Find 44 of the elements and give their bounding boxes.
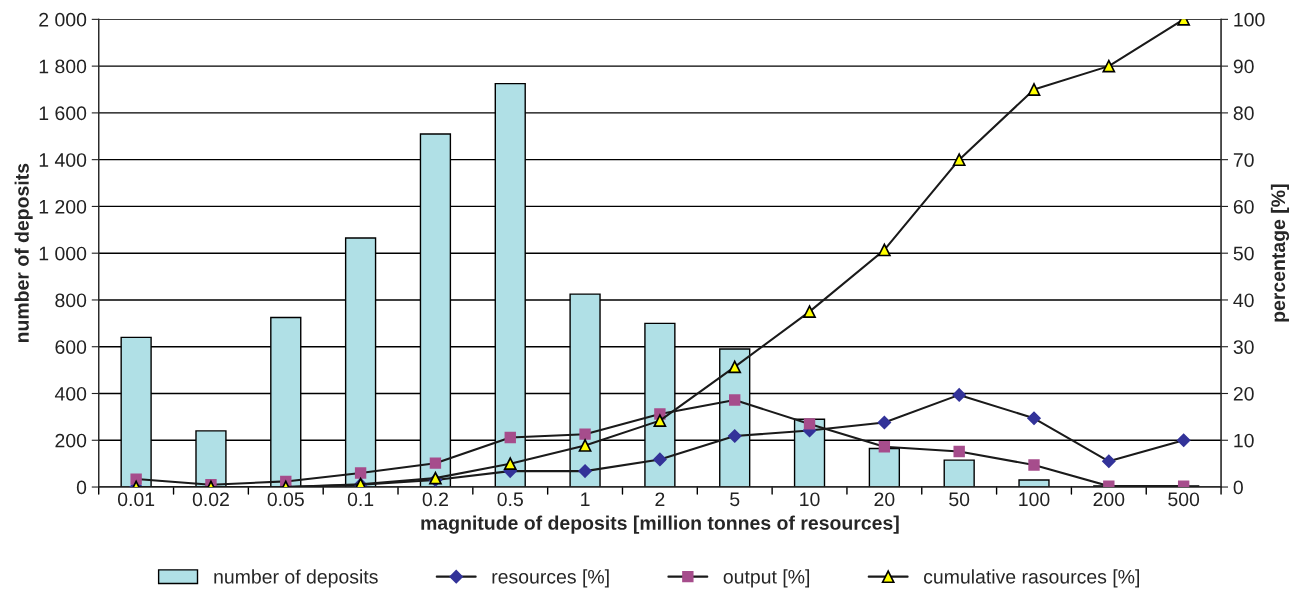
x-tick-label: 200 xyxy=(1093,492,1125,507)
y-tick-label: 200 xyxy=(55,433,87,448)
x-tick-label: 50 xyxy=(949,492,970,507)
y-tick-label: 1 200 xyxy=(39,199,87,214)
y2-tick-label: 20 xyxy=(1233,386,1254,401)
x-tick-label: 0.5 xyxy=(497,492,523,507)
y-tick-label: 0 xyxy=(76,480,87,495)
y2-axis-title: percentage [%] xyxy=(1270,184,1290,322)
x-tick-label: 0.1 xyxy=(347,492,374,507)
legend-label: number of deposits xyxy=(214,569,378,588)
x-tick-label: 20 xyxy=(874,492,895,507)
y2-tick-label: 90 xyxy=(1233,59,1254,74)
x-tick-label: 0.2 xyxy=(422,492,448,507)
y2-tick-label: 10 xyxy=(1234,433,1254,448)
y2-tick-label: 50 xyxy=(1233,246,1254,261)
x-tick-label: 0.02 xyxy=(192,492,229,507)
x-tick-label: 0.01 xyxy=(117,492,155,507)
x-tick-label: 10 xyxy=(800,492,820,507)
y2-tick-label: 0 xyxy=(1233,480,1243,495)
x-tick-label: 0.05 xyxy=(267,492,304,507)
x-tick-label: 1 xyxy=(581,492,590,506)
y-tick-label: 400 xyxy=(54,386,87,401)
y-tick-label: 2 000 xyxy=(39,12,87,27)
x-axis-title: magnitude of deposits [million tonnes of resources] xyxy=(421,515,899,534)
y2-tick-label: 100 xyxy=(1234,12,1265,27)
legend-label: output [%] xyxy=(723,569,810,588)
y2-tick-label: 80 xyxy=(1233,106,1254,121)
x-tick-label: 2 xyxy=(655,492,665,506)
y-axis-title: number of deposits xyxy=(14,163,33,343)
y-tick-label: 1 600 xyxy=(39,106,87,121)
y-tick-label: 1 000 xyxy=(39,246,87,261)
y-tick-label: 1 800 xyxy=(39,59,87,74)
y2-tick-label: 30 xyxy=(1233,340,1254,354)
legend-label: cumulative rasources [%] xyxy=(924,569,1139,588)
y2-tick-label: 40 xyxy=(1233,293,1254,308)
y2-tick-label: 60 xyxy=(1233,199,1254,214)
x-tick-label: 100 xyxy=(1019,492,1050,507)
legend-label: resources [%] xyxy=(492,569,609,588)
x-tick-label: 500 xyxy=(1168,492,1200,507)
x-tick-label: 5 xyxy=(730,492,740,507)
y-tick-label: 600 xyxy=(55,340,87,354)
y2-tick-label: 70 xyxy=(1233,153,1254,167)
y-tick-label: 800 xyxy=(55,293,87,308)
y-tick-label: 1 400 xyxy=(39,153,87,167)
